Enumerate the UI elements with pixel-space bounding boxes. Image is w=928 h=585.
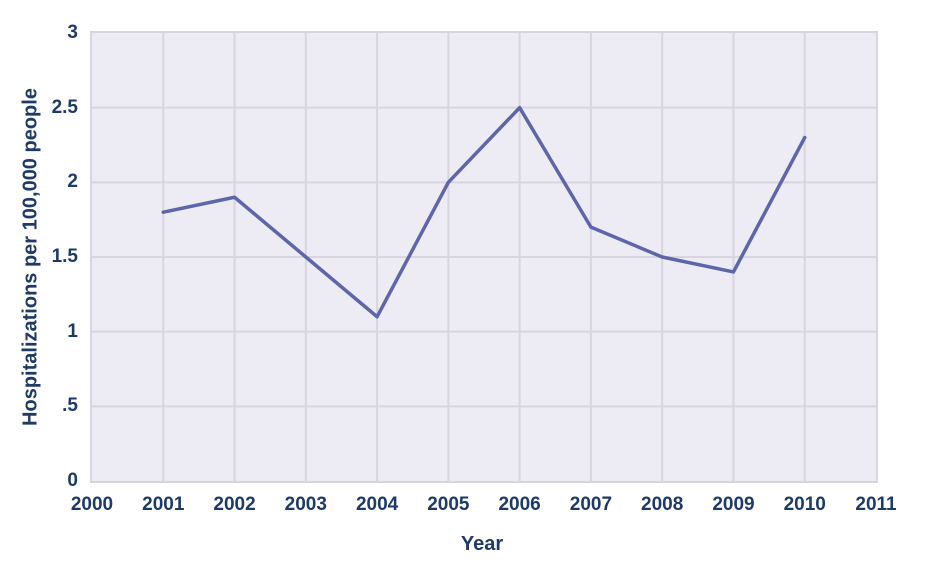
x-tick-label: 2010 [783, 494, 826, 515]
y-tick-label: 3 [67, 22, 78, 43]
x-tick-label: 2006 [498, 494, 541, 515]
x-axis-title: Year [460, 533, 504, 555]
x-tick-label: 2005 [427, 494, 470, 515]
x-tick-label: 2007 [569, 494, 613, 515]
x-tick-label: 2003 [284, 494, 327, 515]
x-tick-label: 2009 [712, 494, 755, 515]
x-tick-label: 2011 [855, 494, 897, 515]
plot-area [90, 31, 878, 483]
y-tick-label: .5 [62, 395, 78, 417]
y-tick-label: 0 [67, 470, 78, 491]
x-tick-label: 2002 [213, 494, 256, 515]
line-chart-svg [92, 33, 876, 481]
data-line-series [161, 105, 807, 319]
x-tick-label: 2000 [70, 494, 114, 515]
x-tick-label: 2001 [142, 494, 185, 515]
y-tick-label: 2.5 [51, 96, 78, 118]
x-tick-label: 2004 [355, 494, 399, 515]
y-tick-label: 1 [67, 320, 78, 342]
y-tick-label: 2 [67, 171, 78, 193]
x-tick-label: 2008 [641, 494, 684, 515]
y-tick-label: 1.5 [51, 246, 78, 267]
